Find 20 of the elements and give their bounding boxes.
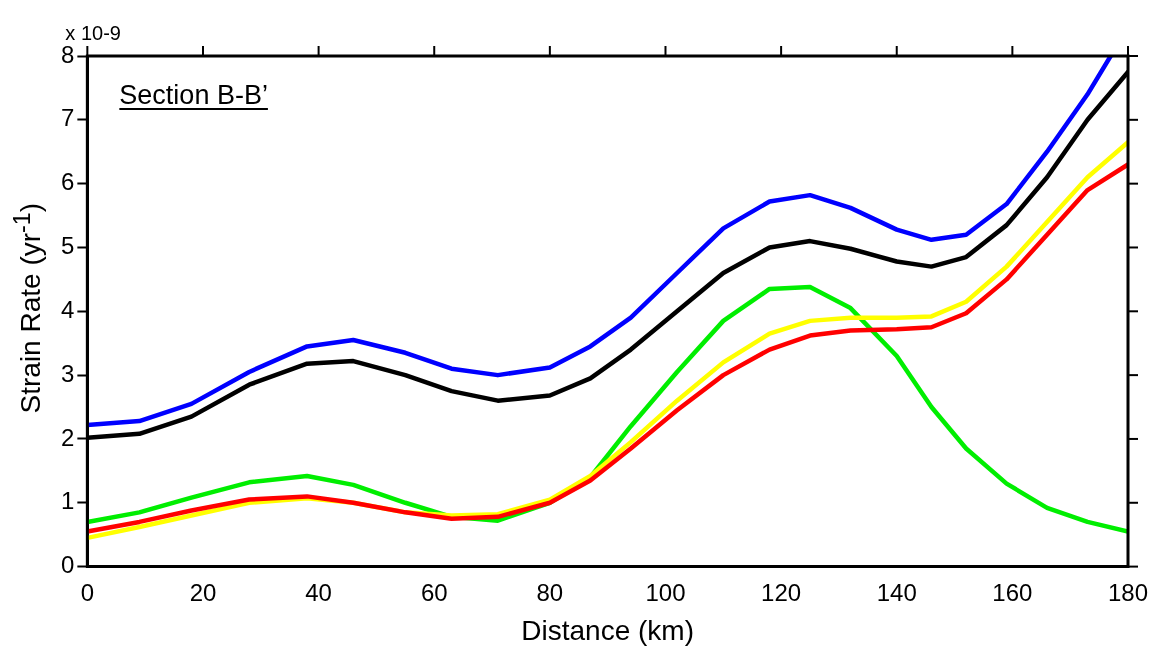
y-tick-label: 2 [60,423,75,451]
x-tick-label: 160 [992,578,1033,606]
x-axis-title: Distance (km) [521,614,695,646]
x-tick-label: 40 [305,578,332,606]
x-tick-label: 20 [189,578,217,606]
y-tick-label: 5 [60,232,75,260]
x-tick-label: 80 [536,578,564,606]
x-tick-label: 0 [80,578,95,606]
x-tick-label: 120 [761,578,802,606]
x-tick-label: 100 [645,578,686,606]
y-tick-label: 4 [60,295,75,323]
y-tick-label: 6 [60,168,75,196]
annotation: Section B-B’ [119,80,268,110]
x-tick-label: 140 [876,578,917,606]
y-tick-label: 3 [60,359,75,387]
y-tick-label: 7 [60,104,75,132]
x-tick-label: 180 [1107,578,1149,606]
y-tick-label: 1 [60,487,75,515]
x-tick-label: 60 [420,578,448,606]
y-tick-label: 0 [60,551,75,579]
